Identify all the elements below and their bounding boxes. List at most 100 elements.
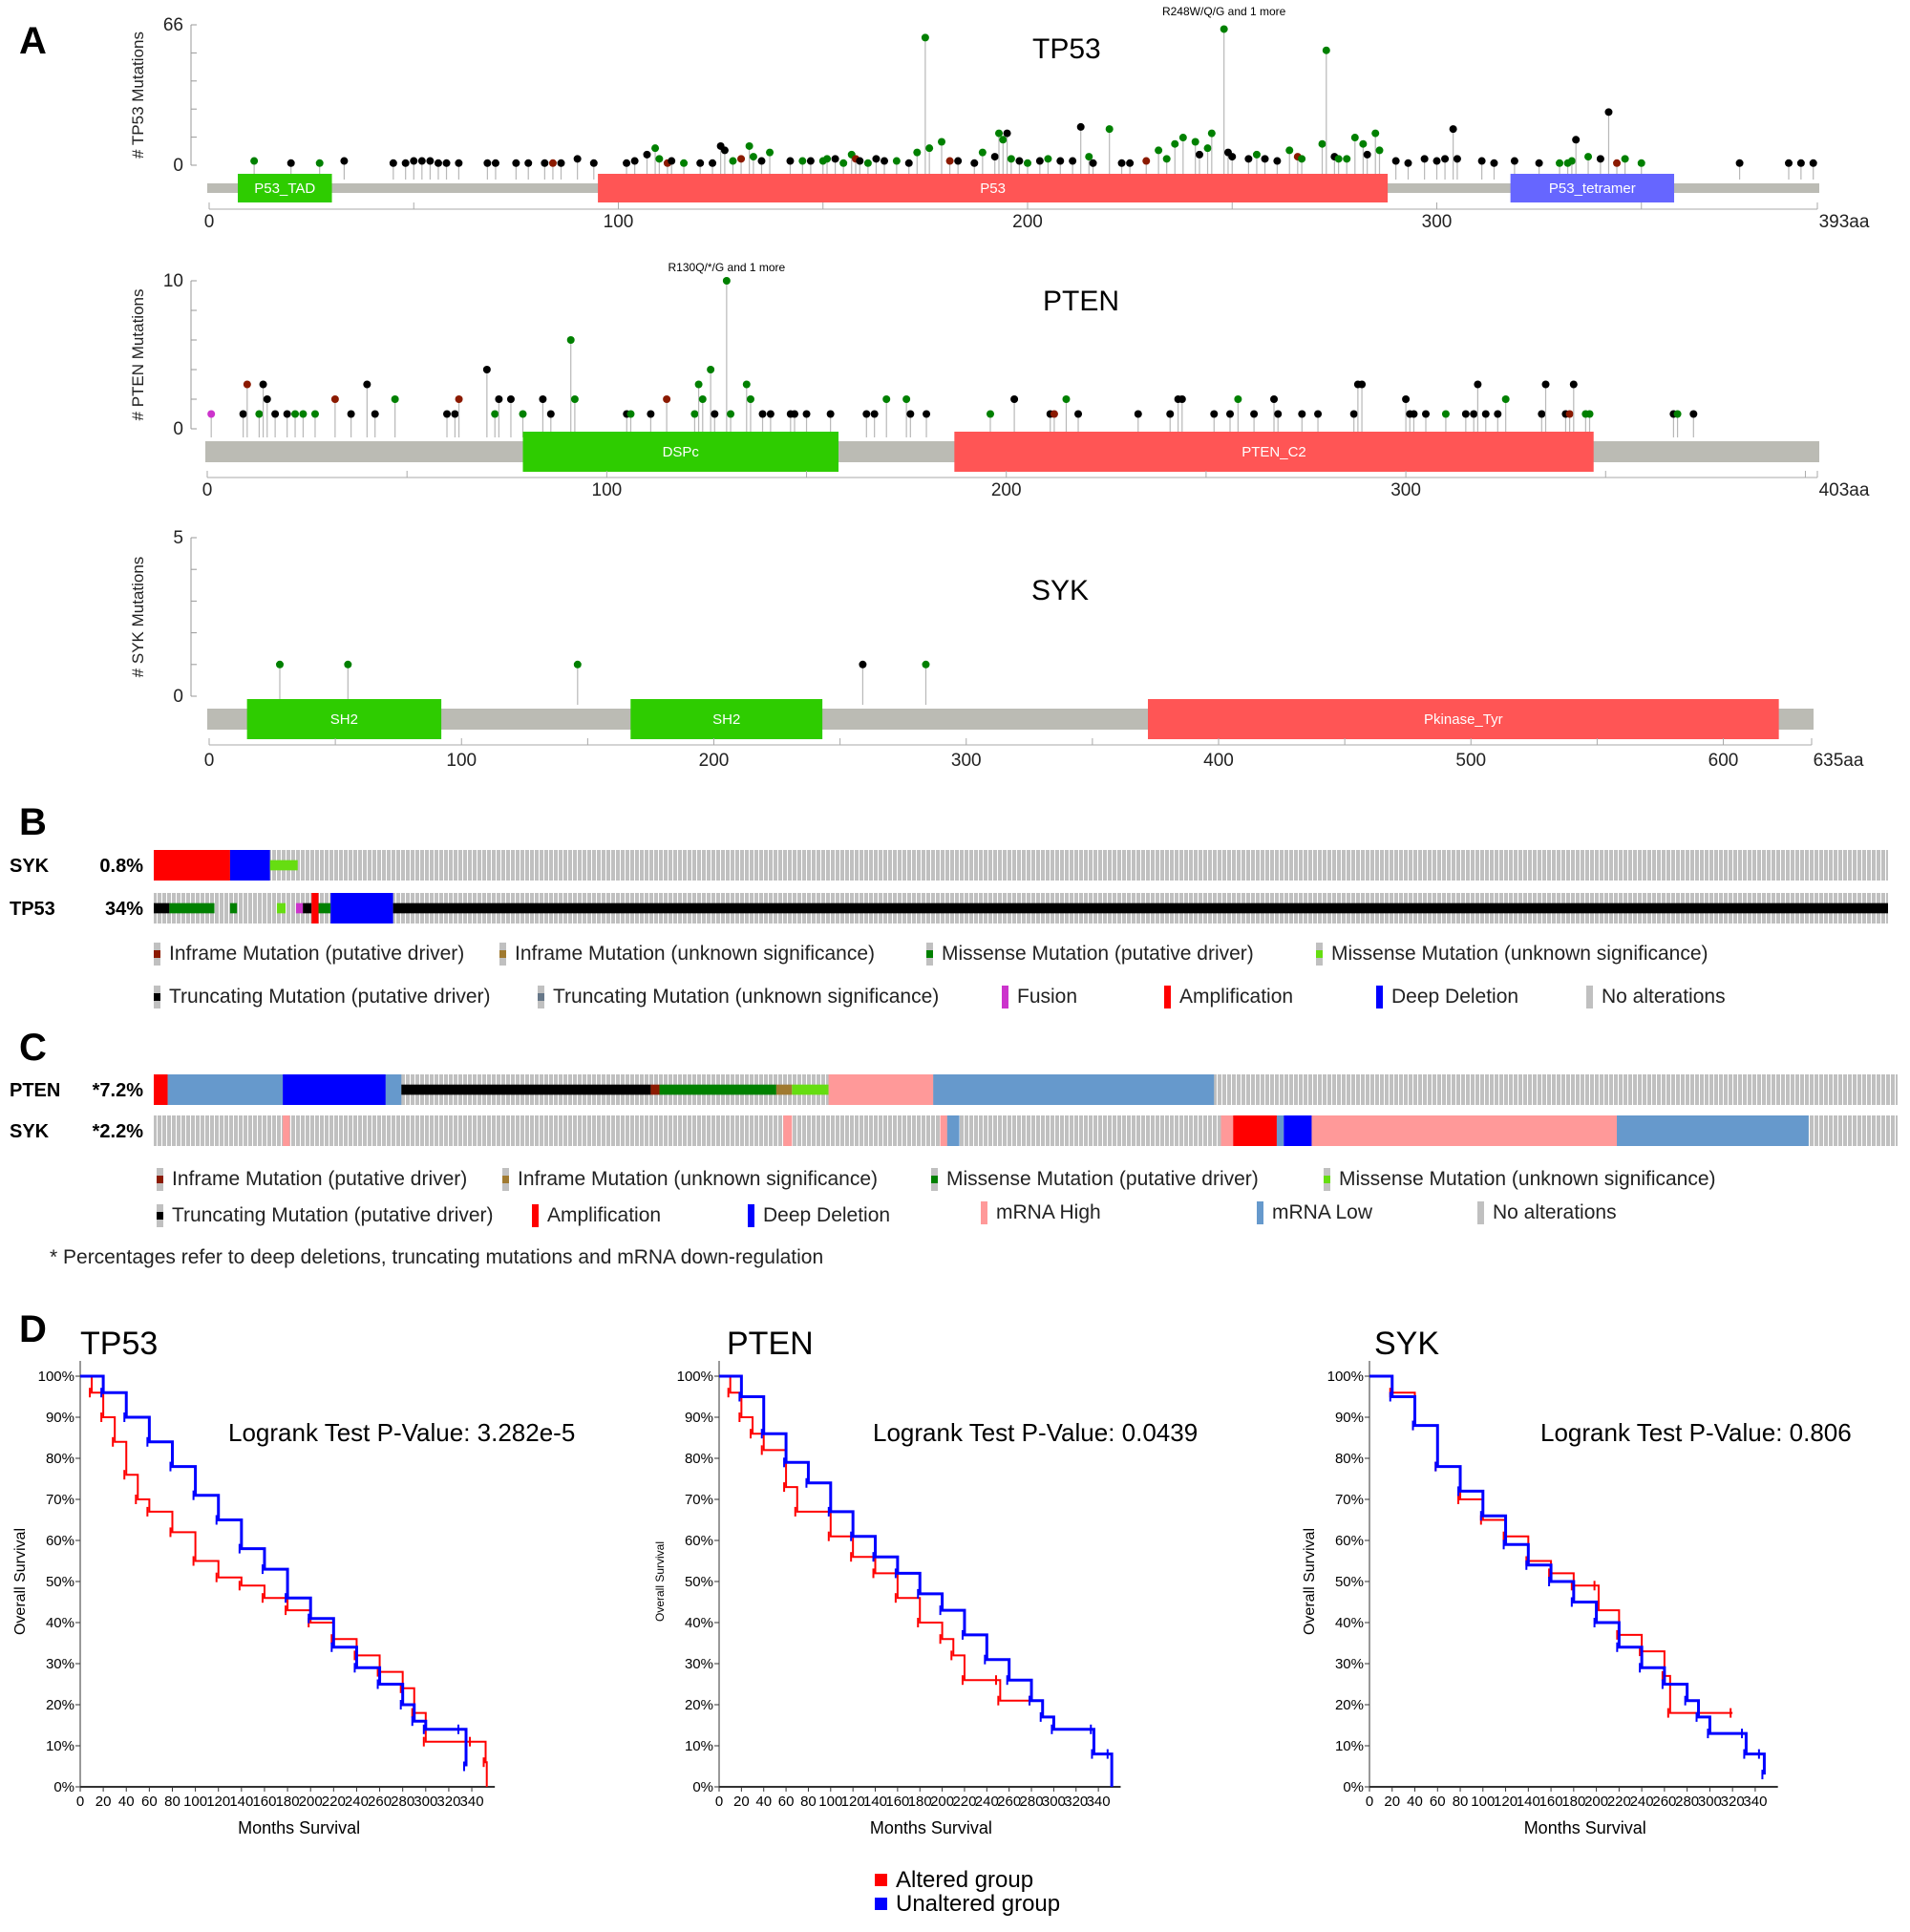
x-axis-label: Months Survival: [870, 1818, 992, 1837]
mutation-dot: [1569, 380, 1578, 389]
mutation-dot: [1203, 144, 1212, 153]
mutation-dot: [1538, 410, 1546, 418]
logrank-pvalue: Logrank Test P-Value: 0.806: [1540, 1418, 1852, 1447]
domain-dspc: [522, 432, 839, 472]
x-tick-label: 60: [141, 1794, 158, 1810]
x-tick-label: 300: [1422, 212, 1453, 232]
alteration-missense-unknown: [792, 1084, 829, 1095]
x-tick-label: 20: [1384, 1794, 1400, 1810]
mutation-dot: [1252, 150, 1261, 159]
mutation-dot: [1689, 410, 1698, 418]
x-tick-label: 0: [715, 1794, 723, 1810]
legend-label: Fusion: [1017, 986, 1077, 1008]
x-tick-label: 160: [252, 1794, 276, 1810]
alteration-truncating: [393, 902, 1888, 914]
y-tick-label: 60%: [685, 1533, 713, 1549]
x-tick-label: 280: [391, 1794, 414, 1810]
mutation-dot: [1474, 380, 1482, 389]
mutation-dot: [1234, 395, 1242, 403]
plot-title: PTEN: [727, 1326, 814, 1362]
mutation-dot: [995, 129, 1004, 138]
oncoprint-row-syk: SYK *2.2%: [10, 1115, 1898, 1146]
mutation-dot: [1422, 410, 1431, 418]
mutation-dot: [315, 159, 324, 167]
y-tick-label: 90%: [46, 1410, 74, 1426]
x-tick-label: 200: [699, 751, 730, 771]
mutation-dot: [626, 410, 635, 418]
oncoprint-row-tp53: TP53 34%: [10, 893, 1888, 924]
x-tick-label: 220: [952, 1794, 976, 1810]
mutation-dot: [1195, 150, 1203, 159]
mutation-dot: [271, 410, 280, 418]
mutation-dot: [663, 395, 671, 403]
mutation-dot: [1210, 410, 1219, 418]
alteration-mrna-low: [933, 1074, 1215, 1105]
plot-title: TP53: [80, 1326, 158, 1362]
x-tick-label: 100: [446, 751, 477, 771]
x-tick-label: 0: [204, 212, 215, 232]
y-tick-label: 30%: [46, 1656, 74, 1672]
mutation-dot: [1541, 380, 1550, 389]
mutation-dot: [1637, 159, 1645, 167]
legend-swatch-none: [1586, 986, 1593, 1008]
mutation-dot: [766, 148, 775, 157]
mutation-dot: [802, 410, 811, 418]
lollipop-syk: SYK # SYK Mutations 5 0 SH2 SH2 Pkinase_Tyr 0 10…: [129, 528, 1864, 771]
y-tick-label: 66: [163, 15, 183, 35]
y-tick-label: 80%: [46, 1451, 74, 1467]
mutation-dot: [722, 277, 731, 285]
alteration-amplification: [154, 850, 230, 881]
mutation-dot: [790, 410, 798, 418]
alteration-missense-unknown: [276, 902, 286, 914]
x-tick-label: 393aa: [1819, 212, 1870, 232]
mutation-dot: [1358, 380, 1367, 389]
mutation-dot: [856, 157, 864, 165]
legend-swatch-mrna_low: [1257, 1201, 1263, 1224]
x-tick-label: 220: [1607, 1794, 1631, 1810]
y-tick-label: 20%: [1335, 1697, 1364, 1713]
domain-label: Pkinase_Tyr: [1424, 711, 1503, 728]
x-tick-label: 280: [1675, 1794, 1699, 1810]
survival-curve-altered: [719, 1375, 1032, 1702]
mutation-dot: [630, 157, 639, 165]
legend-swatch: [875, 1898, 887, 1910]
alteration-mrna-low: [385, 1074, 402, 1105]
y-tick-label: 0%: [1343, 1779, 1364, 1795]
mutation-dot: [495, 395, 503, 403]
y-tick-label: 5: [173, 528, 183, 548]
mutation-dot: [831, 155, 839, 163]
footnote: * Percentages refer to deep deletions, t…: [50, 1246, 823, 1268]
mutation-dot: [389, 159, 397, 167]
y-axis-label: Overall Survival: [1302, 1528, 1318, 1635]
mutation-dot: [746, 395, 754, 403]
mutation-dot: [1314, 410, 1323, 418]
y-tick-label: 10%: [1335, 1738, 1364, 1754]
mutation-dot: [1510, 157, 1518, 165]
mutation-dot: [1261, 155, 1269, 163]
legend-swatch-missense: [931, 1176, 938, 1183]
mutation-dot: [1585, 410, 1594, 418]
mutation-dot: [1441, 155, 1450, 163]
y-tick-label: 80%: [1335, 1451, 1364, 1467]
legend-swatch-inframe_unknown: [499, 950, 506, 958]
mutation-dot: [299, 410, 308, 418]
y-tick-label: 10: [163, 271, 183, 291]
mutation-dot: [696, 159, 705, 167]
domain-label: P53_tetramer: [1549, 180, 1636, 197]
mutation-dot: [1250, 410, 1259, 418]
x-tick-label: 60: [778, 1794, 795, 1810]
domain-sh2: [630, 699, 823, 739]
legend-label: Missense Mutation (unknown significance): [1339, 1168, 1716, 1190]
mutation-dot: [882, 395, 891, 403]
legend-swatch-truncating: [157, 1212, 163, 1220]
x-tick-label: 40: [1407, 1794, 1423, 1810]
mutation-dot: [410, 157, 418, 165]
mutation-dot: [541, 159, 549, 167]
mutation-dot: [1191, 138, 1199, 146]
mutation-dot: [922, 660, 930, 669]
mutation-dot: [1076, 122, 1085, 131]
mutation-dot: [1023, 159, 1031, 167]
domain-label: SH2: [712, 711, 740, 728]
mutation-dot: [1375, 146, 1384, 155]
